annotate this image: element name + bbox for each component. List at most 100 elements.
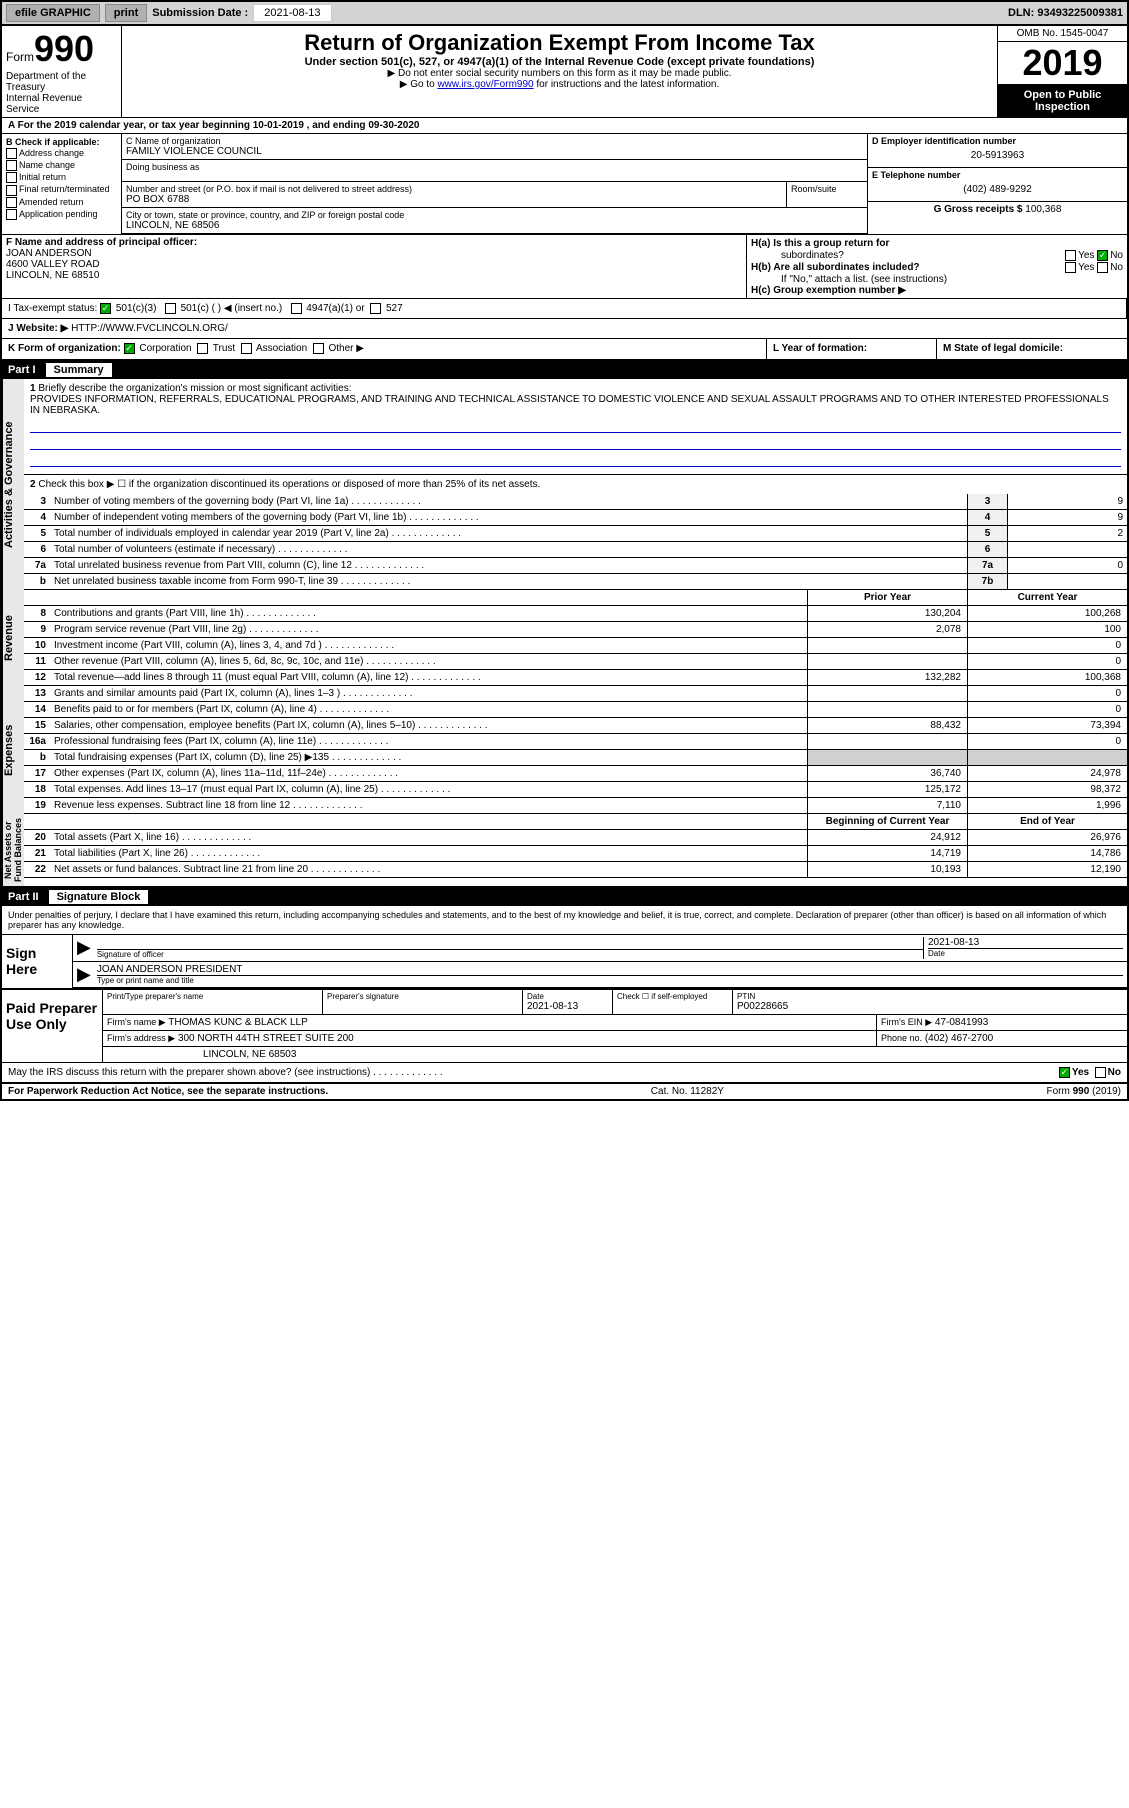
ha-yesno[interactable]: Yes No: [1065, 250, 1123, 261]
l-label: L Year of formation:: [773, 343, 867, 354]
opt-corp: Corporation: [139, 344, 191, 355]
fin-desc: Revenue less expenses. Subtract line 18 …: [50, 798, 807, 813]
fin-row: 12 Total revenue—add lines 8 through 11 …: [24, 670, 1127, 686]
current-year-val: 0: [967, 702, 1127, 717]
box-b-title: B Check if applicable:: [6, 137, 100, 147]
current-year-val: 26,976: [967, 830, 1127, 845]
cb-527[interactable]: [370, 303, 381, 314]
opt-pending[interactable]: Application pending: [6, 209, 117, 220]
discuss-yesno[interactable]: Yes No: [1059, 1067, 1121, 1078]
cb-trust[interactable]: [197, 343, 208, 354]
current-year-val: 100: [967, 622, 1127, 637]
i-label: I Tax-exempt status:: [8, 303, 97, 314]
header-left: Form990 Department of the Treasury Inter…: [2, 26, 122, 117]
prior-year-val: 14,719: [807, 846, 967, 861]
begin-year-header: Beginning of Current Year: [807, 814, 967, 829]
current-year-val: 0: [967, 686, 1127, 701]
prior-year-val: 132,282: [807, 670, 967, 685]
instr2: ▶ Go to www.irs.gov/Form990 for instruct…: [126, 79, 993, 90]
prep-right: Print/Type preparer's name Preparer's si…: [102, 990, 1127, 1062]
opt-amended[interactable]: Amended return: [6, 197, 117, 208]
box-d: D Employer identification number 20-5913…: [868, 134, 1127, 168]
opt-assoc: Association: [256, 344, 307, 355]
section-bcdeg: B Check if applicable: Address change Na…: [2, 134, 1127, 234]
fin-desc: Grants and similar amounts paid (Part IX…: [50, 686, 807, 701]
main-title: Return of Organization Exempt From Incom…: [126, 30, 993, 56]
fin-row: 21 Total liabilities (Part X, line 26) 1…: [24, 846, 1127, 862]
cb-4947[interactable]: [291, 303, 302, 314]
fin-desc: Contributions and grants (Part VIII, lin…: [50, 606, 807, 621]
fin-desc: Total liabilities (Part X, line 26): [50, 846, 807, 861]
opt-address[interactable]: Address change: [6, 148, 117, 159]
current-year-val: 0: [967, 654, 1127, 669]
current-year-val: 24,978: [967, 766, 1127, 781]
fin-num: 18: [24, 782, 50, 797]
instr2-post: for instructions and the latest informat…: [534, 79, 720, 90]
prep-check-cell[interactable]: Check ☐ if self-employed: [613, 990, 733, 1014]
discuss-row: May the IRS discuss this return with the…: [2, 1062, 1127, 1082]
row-desc: Number of independent voting members of …: [50, 510, 967, 525]
discuss-text: May the IRS discuss this return with the…: [8, 1067, 443, 1078]
activity-row: 6 Total number of volunteers (estimate i…: [24, 542, 1127, 558]
fin-row: 10 Investment income (Part VIII, column …: [24, 638, 1127, 654]
dba-box: Doing business as: [122, 160, 867, 182]
end-year-header: End of Year: [967, 814, 1127, 829]
part2-header: Part II Signature Block: [2, 888, 1127, 906]
ein-label: D Employer identification number: [872, 136, 1123, 146]
prior-year-val: 125,172: [807, 782, 967, 797]
fin-row: 20 Total assets (Part X, line 16) 24,912…: [24, 830, 1127, 846]
col-l: L Year of formation:: [767, 339, 937, 358]
opt-trust: Trust: [213, 344, 235, 355]
prep-row3: Firm's address ▶ 300 NORTH 44TH STREET S…: [103, 1031, 1127, 1047]
sig-name-value: JOAN ANDERSON PRESIDENT: [97, 964, 1123, 975]
opt-501c: 501(c) ( ) ◀ (insert no.): [181, 303, 283, 314]
row-desc: Total number of volunteers (estimate if …: [50, 542, 967, 557]
cb-501c3[interactable]: [100, 303, 111, 314]
phone-label2: Phone no.: [881, 1033, 922, 1043]
cb-501c[interactable]: [165, 303, 176, 314]
fin-num: 17: [24, 766, 50, 781]
sign-here-label: Sign Here: [2, 935, 72, 988]
website-value: HTTP://WWW.FVCLINCOLN.ORG/: [71, 323, 228, 334]
officer-label: F Name and address of principal officer:: [6, 237, 197, 248]
room-suite: Room/suite: [787, 182, 867, 207]
preparer-block: Paid Preparer Use Only Print/Type prepar…: [2, 988, 1127, 1062]
prior-year-val: 130,204: [807, 606, 967, 621]
open-public: Open to Public Inspection: [998, 85, 1127, 117]
part2-num: Part II: [8, 891, 39, 903]
cb-corp[interactable]: [124, 343, 135, 354]
firm-addr2: LINCOLN, NE 68503: [103, 1047, 1127, 1062]
row-desc: Total unrelated business revenue from Pa…: [50, 558, 967, 573]
part2-title: Signature Block: [49, 890, 149, 904]
opt-initial[interactable]: Initial return: [6, 172, 117, 183]
row-val: 2: [1007, 526, 1127, 541]
phone-value: (402) 489-9292: [872, 180, 1123, 199]
prep-row2: Firm's name ▶ THOMAS KUNC & BLACK LLP Fi…: [103, 1015, 1127, 1031]
firm-label: Firm's name ▶: [107, 1017, 166, 1027]
opt-final[interactable]: Final return/terminated: [6, 184, 117, 195]
prep-row4: LINCOLN, NE 68503: [103, 1047, 1127, 1062]
cb-other[interactable]: [313, 343, 324, 354]
officer-sig-label: Signature of officer: [97, 949, 923, 959]
opt-name[interactable]: Name change: [6, 160, 117, 171]
name-field[interactable]: JOAN ANDERSON PRESIDENT Type or print na…: [97, 964, 1123, 985]
firm-name-cell: Firm's name ▶ THOMAS KUNC & BLACK LLP: [103, 1015, 877, 1030]
ptin-value: P00228665: [737, 1001, 1123, 1012]
gross-value: 100,368: [1025, 204, 1061, 215]
row-box: 7b: [967, 574, 1007, 589]
hb-yesno[interactable]: Yes No: [1065, 262, 1123, 273]
fin-num: 11: [24, 654, 50, 669]
q2-num: 2: [30, 479, 36, 490]
box-e: E Telephone number (402) 489-9292: [868, 168, 1127, 202]
prior-year-val: 24,912: [807, 830, 967, 845]
cb-assoc[interactable]: [241, 343, 252, 354]
officer-sig-field[interactable]: Signature of officer: [97, 937, 923, 959]
hb-label: H(b) Are all subordinates included?: [751, 262, 920, 273]
print-button[interactable]: print: [105, 4, 147, 22]
fin-num: b: [24, 750, 50, 765]
irs-link[interactable]: www.irs.gov/Form990: [437, 79, 533, 90]
addr-label: Number and street (or P.O. box if mail i…: [126, 184, 782, 194]
row-j: J Website: ▶ HTTP://WWW.FVCLINCOLN.ORG/: [2, 319, 1127, 339]
col-m: M State of legal domicile:: [937, 339, 1127, 358]
efile-button[interactable]: efile GRAPHIC: [6, 4, 100, 22]
